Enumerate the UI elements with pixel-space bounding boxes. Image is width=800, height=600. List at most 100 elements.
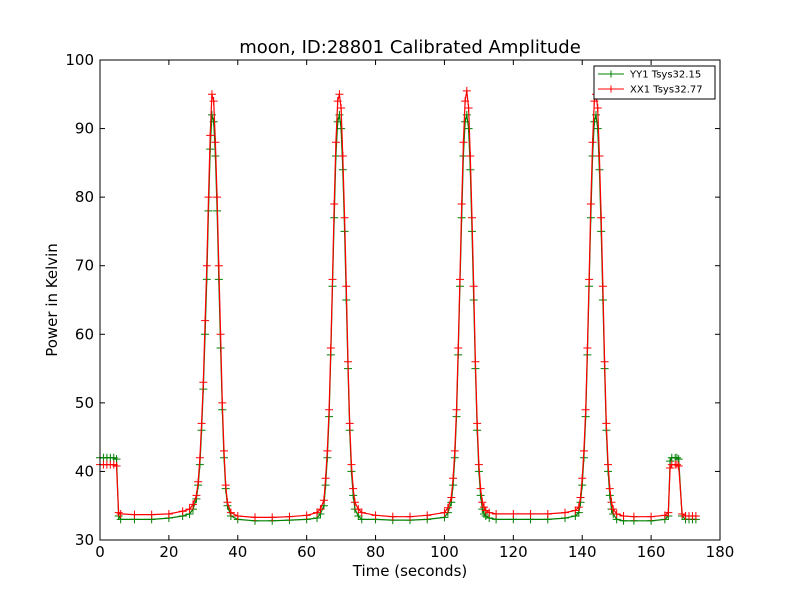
data-point	[192, 491, 201, 500]
data-point	[666, 464, 675, 472]
data-point	[647, 512, 656, 521]
x-tick-label: 80	[366, 543, 385, 561]
data-point	[323, 446, 332, 455]
data-point	[112, 455, 121, 464]
data-point	[609, 505, 618, 514]
data-point	[319, 496, 328, 505]
data-point	[455, 275, 464, 284]
data-point	[619, 512, 628, 520]
data-point	[202, 261, 211, 270]
data-point	[326, 344, 335, 352]
data-point	[602, 419, 611, 428]
data-point	[333, 117, 342, 126]
x-tick-label: 140	[568, 543, 597, 561]
data-point	[480, 503, 489, 512]
legend-label-yy1: YY1 Tsys32.15	[629, 70, 701, 81]
legend-box	[593, 65, 716, 100]
data-point	[590, 117, 599, 126]
data-point	[357, 515, 366, 524]
data-point	[672, 460, 681, 469]
data-point	[178, 507, 187, 516]
data-point	[345, 419, 354, 428]
data-point	[469, 282, 478, 291]
data-point	[604, 460, 613, 469]
x-tick-label: 160	[637, 543, 666, 561]
data-point	[464, 124, 473, 133]
data-point	[313, 508, 321, 517]
data-point	[474, 460, 483, 469]
chart-title: moon, ID:28801 Calibrated Amplitude	[239, 37, 581, 58]
data-point	[612, 509, 621, 518]
x-tick-label: 60	[297, 543, 316, 561]
data-point	[464, 104, 473, 112]
data-point	[578, 474, 587, 483]
data-point	[207, 90, 216, 99]
legend-marker-yy1	[607, 70, 615, 78]
data-point	[338, 152, 347, 160]
data-point	[388, 512, 397, 521]
x-tick-label: 20	[159, 543, 178, 561]
legend: YY1 Tsys32.15 XX1 Tsys32.77	[593, 65, 716, 100]
data-point	[340, 213, 349, 222]
x-tick-label: 0	[95, 543, 105, 561]
data-point	[197, 419, 206, 428]
data-point	[347, 460, 356, 469]
data-point	[449, 474, 458, 483]
data-point	[579, 446, 588, 455]
data-point	[423, 511, 432, 520]
data-point	[466, 152, 475, 160]
data-point	[581, 405, 590, 414]
y-tick-label: 70	[75, 257, 94, 275]
data-point	[116, 509, 125, 518]
data-point	[598, 282, 607, 291]
data-point	[357, 508, 366, 517]
data-point	[593, 104, 602, 112]
data-point	[492, 509, 501, 518]
data-point	[335, 90, 344, 99]
data-point	[443, 503, 452, 512]
y-axis-label: Power in Kelvin	[43, 243, 61, 357]
data-point	[337, 124, 346, 133]
data-point	[674, 461, 683, 470]
data-point	[691, 512, 700, 520]
series-1	[96, 86, 700, 522]
data-point	[447, 493, 456, 502]
data-point	[571, 506, 580, 515]
data-point	[223, 498, 232, 507]
data-point	[526, 509, 535, 518]
data-point	[672, 453, 681, 462]
x-tick-label: 180	[706, 543, 735, 561]
ticks-layer: 0 20 40 60 80 100 120 140 160 180 30 40 50 60 70 80 90 10…	[65, 51, 734, 561]
data-point	[342, 282, 351, 291]
y-tick-label: 90	[75, 120, 94, 138]
data-point	[337, 104, 346, 112]
x-axis-label: Time (seconds)	[352, 562, 468, 580]
data-point	[331, 138, 340, 147]
data-point	[204, 193, 213, 202]
data-point	[325, 405, 334, 414]
data-point	[211, 138, 220, 147]
data-point	[607, 498, 616, 507]
data-point	[189, 500, 197, 509]
data-point	[585, 275, 594, 284]
data-point	[195, 453, 204, 462]
data-point	[354, 505, 363, 514]
data-point	[213, 193, 222, 202]
data-point	[316, 505, 325, 514]
data-point	[251, 513, 259, 522]
data-point	[576, 493, 585, 502]
data-point	[457, 200, 466, 208]
data-point	[583, 344, 592, 352]
data-point	[476, 484, 485, 493]
y-tick-label: 100	[65, 51, 94, 69]
data-point	[147, 510, 156, 519]
data-point	[543, 509, 552, 518]
data-point	[478, 498, 487, 507]
plot-area	[100, 60, 720, 540]
data-point	[226, 508, 235, 517]
data-point	[206, 131, 215, 140]
x-tick-label: 120	[499, 543, 528, 561]
data-point	[344, 357, 352, 366]
y-tick-label: 60	[75, 325, 94, 343]
